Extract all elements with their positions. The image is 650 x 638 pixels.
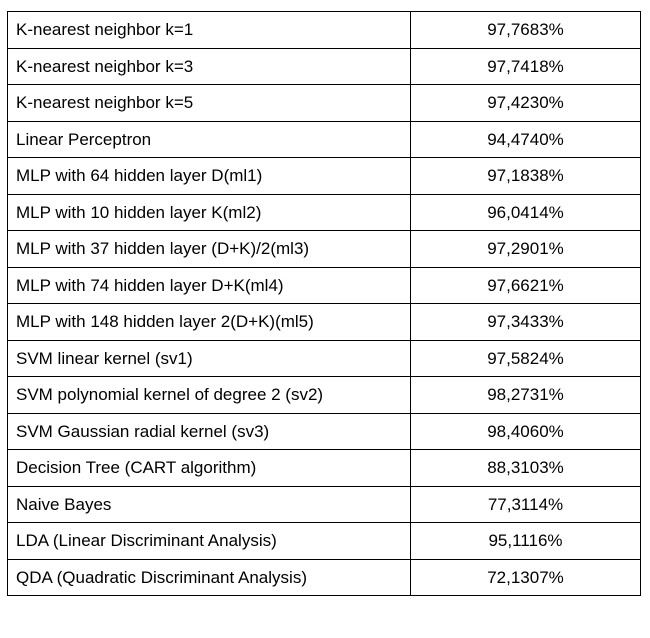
table-row: MLP with 10 hidden layer K(ml2) 96,0414% — [7, 193, 641, 231]
table-row: K-nearest neighbor k=1 97,7683% — [7, 11, 641, 49]
table-row: QDA (Quadratic Discriminant Analysis) 72… — [7, 558, 641, 596]
method-cell: MLP with 148 hidden layer 2(D+K)(ml5) — [7, 303, 411, 341]
table-row: LDA (Linear Discriminant Analysis) 95,11… — [7, 522, 641, 560]
accuracy-cell: 97,7683% — [410, 11, 641, 49]
accuracy-cell: 97,4230% — [410, 84, 641, 122]
accuracy-cell: 97,2901% — [410, 230, 641, 268]
classifier-accuracy-table: K-nearest neighbor k=1 97,7683% K-neares… — [7, 11, 641, 596]
table-body: K-nearest neighbor k=1 97,7683% K-neares… — [7, 11, 641, 596]
method-cell: K-nearest neighbor k=1 — [7, 11, 411, 49]
method-cell: SVM linear kernel (sv1) — [7, 339, 411, 377]
accuracy-cell: 96,0414% — [410, 193, 641, 231]
table-row: K-nearest neighbor k=5 97,4230% — [7, 84, 641, 122]
table-row: Linear Perceptron 94,4740% — [7, 120, 641, 158]
method-cell: SVM polynomial kernel of degree 2 (sv2) — [7, 376, 411, 414]
table-row: MLP with 64 hidden layer D(ml1) 97,1838% — [7, 157, 641, 195]
accuracy-cell: 95,1116% — [410, 522, 641, 560]
accuracy-cell: 98,2731% — [410, 376, 641, 414]
table-row: MLP with 74 hidden layer D+K(ml4) 97,662… — [7, 266, 641, 304]
accuracy-cell: 88,3103% — [410, 449, 641, 487]
table-row: MLP with 37 hidden layer (D+K)/2(ml3) 97… — [7, 230, 641, 268]
accuracy-cell: 77,3114% — [410, 485, 641, 523]
results-table-wrapper: K-nearest neighbor k=1 97,7683% K-neares… — [7, 11, 641, 596]
table-row: Decision Tree (CART algorithm) 88,3103% — [7, 449, 641, 487]
method-cell: Linear Perceptron — [7, 120, 411, 158]
table-row: K-nearest neighbor k=3 97,7418% — [7, 47, 641, 85]
accuracy-cell: 97,6621% — [410, 266, 641, 304]
accuracy-cell: 72,1307% — [410, 558, 641, 596]
table-row: SVM polynomial kernel of degree 2 (sv2) … — [7, 376, 641, 414]
table-row: SVM Gaussian radial kernel (sv3) 98,4060… — [7, 412, 641, 450]
method-cell: Decision Tree (CART algorithm) — [7, 449, 411, 487]
method-cell: SVM Gaussian radial kernel (sv3) — [7, 412, 411, 450]
method-cell: QDA (Quadratic Discriminant Analysis) — [7, 558, 411, 596]
accuracy-cell: 97,3433% — [410, 303, 641, 341]
table-row: MLP with 148 hidden layer 2(D+K)(ml5) 97… — [7, 303, 641, 341]
table-row: SVM linear kernel (sv1) 97,5824% — [7, 339, 641, 377]
accuracy-cell: 98,4060% — [410, 412, 641, 450]
method-cell: MLP with 64 hidden layer D(ml1) — [7, 157, 411, 195]
method-cell: MLP with 37 hidden layer (D+K)/2(ml3) — [7, 230, 411, 268]
table-row: Naive Bayes 77,3114% — [7, 485, 641, 523]
method-cell: K-nearest neighbor k=3 — [7, 47, 411, 85]
accuracy-cell: 97,5824% — [410, 339, 641, 377]
accuracy-cell: 97,7418% — [410, 47, 641, 85]
method-cell: K-nearest neighbor k=5 — [7, 84, 411, 122]
method-cell: Naive Bayes — [7, 485, 411, 523]
method-cell: LDA (Linear Discriminant Analysis) — [7, 522, 411, 560]
accuracy-cell: 94,4740% — [410, 120, 641, 158]
accuracy-cell: 97,1838% — [410, 157, 641, 195]
method-cell: MLP with 74 hidden layer D+K(ml4) — [7, 266, 411, 304]
method-cell: MLP with 10 hidden layer K(ml2) — [7, 193, 411, 231]
